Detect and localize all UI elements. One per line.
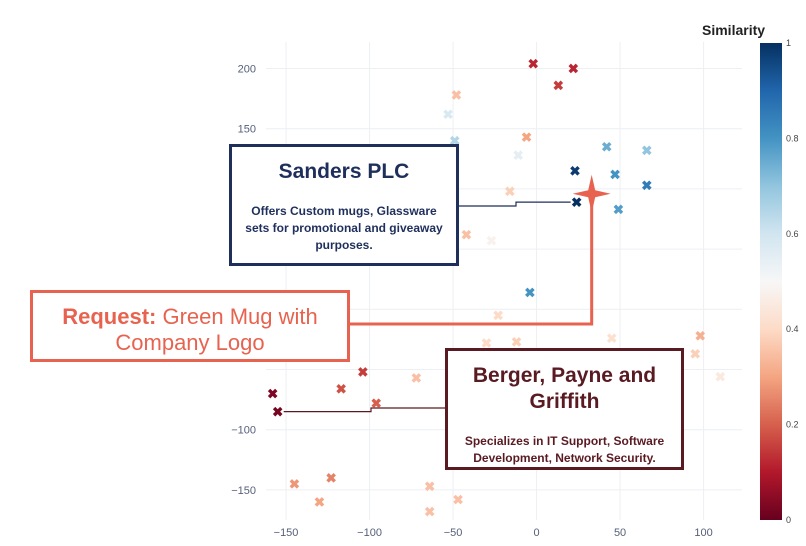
colorbar-gradient bbox=[760, 43, 782, 520]
data-point bbox=[695, 330, 706, 341]
data-point bbox=[568, 63, 579, 74]
data-point bbox=[715, 371, 726, 382]
data-point bbox=[613, 204, 624, 215]
y-tick-label: 150 bbox=[238, 124, 256, 136]
data-point bbox=[511, 337, 522, 347]
data-point bbox=[528, 58, 539, 69]
data-point bbox=[451, 90, 462, 100]
data-point bbox=[571, 197, 582, 207]
data-point bbox=[641, 145, 652, 156]
y-tick-label: 200 bbox=[238, 63, 256, 75]
data-point bbox=[505, 186, 515, 197]
data-point bbox=[411, 373, 422, 383]
data-point bbox=[493, 310, 503, 321]
annotation-sanders-plc: Sanders PLC Offers Custom mugs, Glasswar… bbox=[229, 144, 459, 266]
data-point bbox=[601, 141, 612, 152]
colorbar-tick-label: 0.8 bbox=[786, 133, 799, 143]
data-point bbox=[326, 473, 336, 483]
x-tick-label: 50 bbox=[614, 527, 626, 539]
data-point bbox=[424, 481, 435, 492]
annotation-berger-payne-griffith: Berger, Payne and Griffith Specializes i… bbox=[445, 348, 684, 470]
annotation-title: Sanders PLC bbox=[278, 160, 410, 183]
colorbar-tick-label: 0.2 bbox=[786, 420, 799, 430]
request-star-icon bbox=[572, 174, 611, 213]
data-point bbox=[461, 229, 472, 240]
data-point bbox=[641, 180, 652, 191]
annotation-description: Specializes in IT Support, Software Deve… bbox=[464, 434, 665, 465]
data-point bbox=[314, 497, 325, 507]
colorbar-tick-label: 0.4 bbox=[786, 324, 799, 334]
x-tick-label: −150 bbox=[274, 527, 299, 539]
data-point bbox=[449, 135, 460, 146]
colorbar-title: Similarity bbox=[702, 22, 766, 38]
request-star bbox=[572, 174, 611, 213]
annotation-title: Berger, Payne and Griffith bbox=[472, 364, 657, 413]
data-point bbox=[570, 166, 580, 176]
data-point bbox=[358, 367, 368, 377]
data-point bbox=[486, 235, 497, 246]
colorbar-tick-label: 0.6 bbox=[786, 229, 799, 239]
x-tick-label: −50 bbox=[444, 527, 463, 539]
x-tick-labels: −150 −100 −50 0 50 100 bbox=[274, 527, 713, 539]
colorbar: 0 0.2 0.4 0.6 0.8 1 bbox=[760, 38, 799, 525]
data-point bbox=[610, 169, 620, 180]
request-label: Request: bbox=[62, 304, 157, 329]
data-point bbox=[481, 338, 492, 348]
data-point bbox=[525, 287, 535, 298]
data-point bbox=[606, 333, 617, 343]
colorbar-tick-label: 1 bbox=[786, 38, 791, 48]
y-tick-label: −100 bbox=[231, 425, 256, 437]
x-tick-label: −100 bbox=[357, 527, 382, 539]
annotation-connectors bbox=[283, 201, 594, 413]
y-tick-labels: −150 −100 150 200 bbox=[231, 63, 256, 496]
data-point bbox=[443, 109, 453, 120]
data-point bbox=[453, 494, 463, 505]
data-point bbox=[513, 150, 523, 160]
annotation-description: Offers Custom mugs, Glassware sets for p… bbox=[245, 204, 443, 252]
connector-request bbox=[350, 205, 594, 326]
data-point bbox=[553, 80, 564, 91]
connector-sanders bbox=[459, 201, 571, 207]
x-tick-label: 100 bbox=[694, 527, 712, 539]
connector-berger bbox=[283, 407, 445, 413]
request-callout: Request: Green Mug with Company Logo bbox=[30, 290, 350, 362]
data-point bbox=[272, 406, 283, 417]
data-point bbox=[521, 132, 532, 142]
request-text: Green Mug with Company Logo bbox=[115, 304, 318, 355]
colorbar-tick-label: 0 bbox=[786, 515, 791, 525]
x-tick-label: 0 bbox=[534, 527, 540, 539]
y-tick-label: −150 bbox=[231, 485, 256, 497]
data-point bbox=[289, 479, 300, 489]
data-point bbox=[267, 388, 278, 399]
data-point bbox=[336, 383, 346, 394]
data-point bbox=[690, 349, 701, 359]
data-point bbox=[371, 398, 382, 409]
data-point bbox=[424, 506, 435, 517]
